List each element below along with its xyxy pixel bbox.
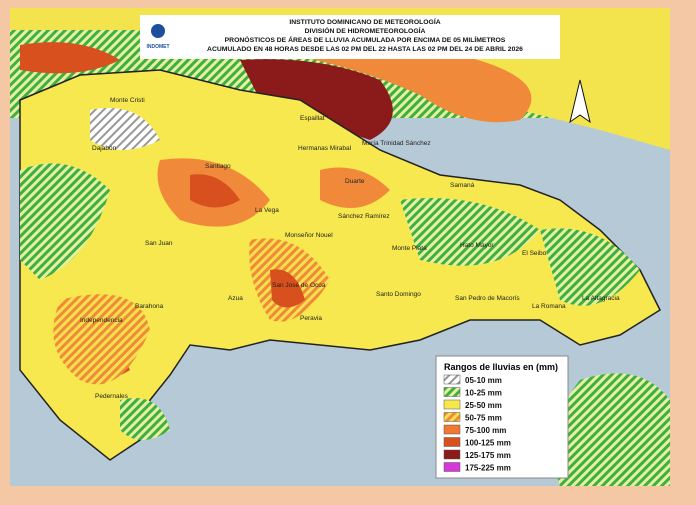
- place-labels: Monte Cristi Dajabón Santiago La Vega Es…: [80, 97, 620, 400]
- place: Sánchez Ramírez: [338, 213, 390, 220]
- header: INDOMET INSTITUTO DOMINICANO DE METEOROL…: [140, 15, 560, 59]
- place: Hermanas Mirabal: [298, 145, 352, 152]
- place: Duarte: [345, 178, 365, 185]
- place: La Altagracia: [582, 295, 620, 302]
- place: Independencia: [80, 317, 123, 324]
- place: Santo Domingo: [376, 291, 421, 298]
- legend-swatch: [443, 412, 461, 422]
- legend-swatch: [443, 424, 461, 435]
- rain-areas: [20, 108, 640, 440]
- place: Monseñor Nouel: [285, 232, 333, 239]
- legend-swatch: [443, 462, 461, 472]
- logo-text: INDOMET: [146, 44, 169, 50]
- place: San Juan: [145, 240, 173, 247]
- place: El Seibo: [522, 250, 547, 257]
- legend-swatch: [443, 437, 461, 447]
- place: San José de Ocoa: [272, 282, 326, 289]
- legend-label: 05-10 mm: [465, 376, 502, 385]
- legend-swatch: [443, 449, 461, 460]
- place: Monte Plata: [392, 245, 427, 252]
- logo-icon: [151, 24, 165, 38]
- place: Azua: [228, 295, 243, 302]
- legend-swatch: [443, 374, 461, 385]
- place: Hato Mayor: [460, 242, 494, 249]
- header-line: ACUMULADO EN 48 HORAS DESDE LAS 02 PM DE…: [207, 46, 523, 53]
- place: Santiago: [205, 163, 231, 170]
- header-line: INSTITUTO DOMINICANO DE METEOROLOGÍA: [289, 17, 440, 26]
- place: Peravia: [300, 315, 322, 322]
- legend-label: 175-225 mm: [465, 464, 511, 473]
- header-line: DIVISIÓN DE HIDROMETEOROLOGÍA: [305, 26, 426, 35]
- place: La Romana: [532, 303, 566, 310]
- header-line: PRONÓSTICOS DE ÁREAS DE LLUVIA ACUMULADA…: [225, 35, 506, 44]
- place: Pedernales: [95, 393, 129, 400]
- place: Espaillat: [300, 115, 325, 122]
- legend: Rangos de lluvias en (mm) 05-10 mm 10-25 …: [435, 355, 569, 479]
- place: Dajabón: [92, 145, 117, 152]
- legend-title: Rangos de lluvias en (mm): [444, 362, 558, 372]
- header-box: [140, 15, 560, 59]
- place: La Vega: [255, 207, 279, 214]
- legend-label: 75-100 mm: [465, 426, 506, 435]
- legend-label: 125-175 mm: [465, 451, 511, 460]
- legend-swatch: [443, 387, 461, 397]
- legend-label: 100-125 mm: [465, 439, 511, 448]
- place: María Trinidad Sánchez: [362, 140, 431, 147]
- north-arrow: [569, 79, 591, 124]
- place: Barahona: [135, 303, 164, 310]
- place: Monte Cristi: [110, 97, 145, 104]
- legend-swatch: [443, 399, 461, 410]
- legend-label: 25-50 mm: [465, 401, 502, 410]
- place: San Pedro de Macorís: [455, 295, 520, 302]
- place: Samaná: [450, 182, 475, 189]
- legend-label: 50-75 mm: [465, 414, 502, 423]
- legend-label: 10-25 mm: [465, 389, 502, 398]
